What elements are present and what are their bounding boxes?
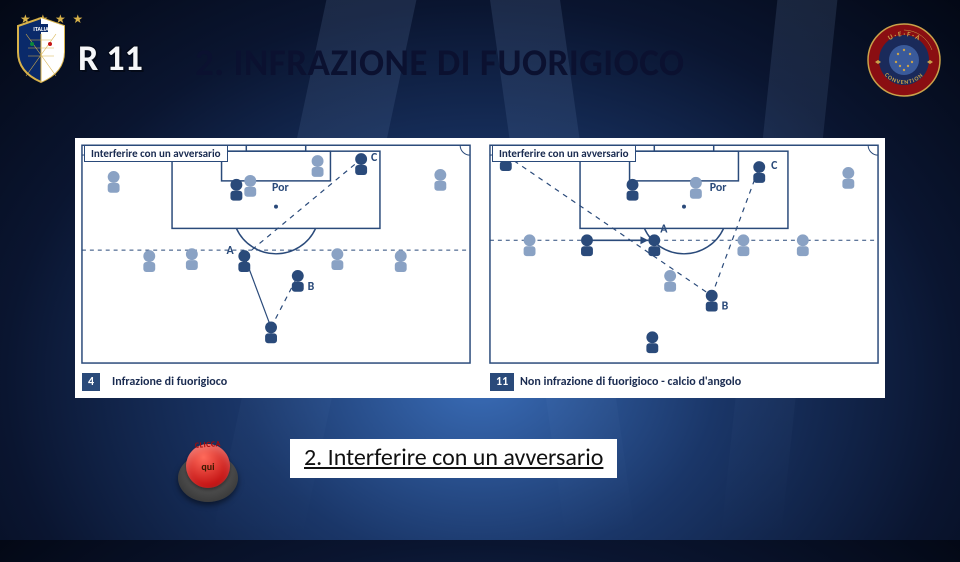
svg-text:ITALIA: ITALIA [33,25,49,33]
uefa-logo-icon: U · E · F · A CONVENTION [866,22,942,103]
rule-code: R 11 [78,36,143,80]
diagram-left: Interferire con un avversario [77,140,475,396]
svg-text:Por: Por [710,181,728,195]
diagram-right-header: Interferire con un avversario [492,145,636,162]
svg-text:C: C [371,151,378,165]
click-button-banner: CLICCA [183,438,234,451]
click-button-left[interactable]: CLICCA qui [178,442,238,502]
diagrams-panel: Interferire con un avversario [75,138,885,398]
svg-text:C: C [771,159,778,173]
svg-text:A: A [227,244,235,258]
diagram-left-number: 4 [82,373,100,391]
diagram-right-caption: Non infrazione di fuorigioco - calcio d'… [520,375,741,389]
svg-text:B: B [722,300,729,314]
figc-logo-icon: ITALIA [12,14,70,91]
label-por: Por [272,181,290,195]
page-title: 2. INFRAZIONE DI FUORIGIOCO [195,40,685,85]
click-button-label: qui [178,460,238,473]
subtitle: 2. Interferire con un avversario [290,439,617,478]
diagram-right-number: 11 [490,373,514,391]
diagram-left-header: Interferire con un avversario [84,145,228,162]
header: ★ ★ ★ ★ ITALIA R 11 2. INFRAZIONE DI FUO… [0,18,960,108]
footer: CLICCA qui 2. Interferire con un avversa… [0,442,960,512]
svg-text:B: B [308,280,315,294]
diagram-left-caption: Infrazione di fuorigioco [112,375,227,389]
svg-text:A: A [660,222,668,236]
diagram-right: Interferire con un avversario [485,140,883,396]
